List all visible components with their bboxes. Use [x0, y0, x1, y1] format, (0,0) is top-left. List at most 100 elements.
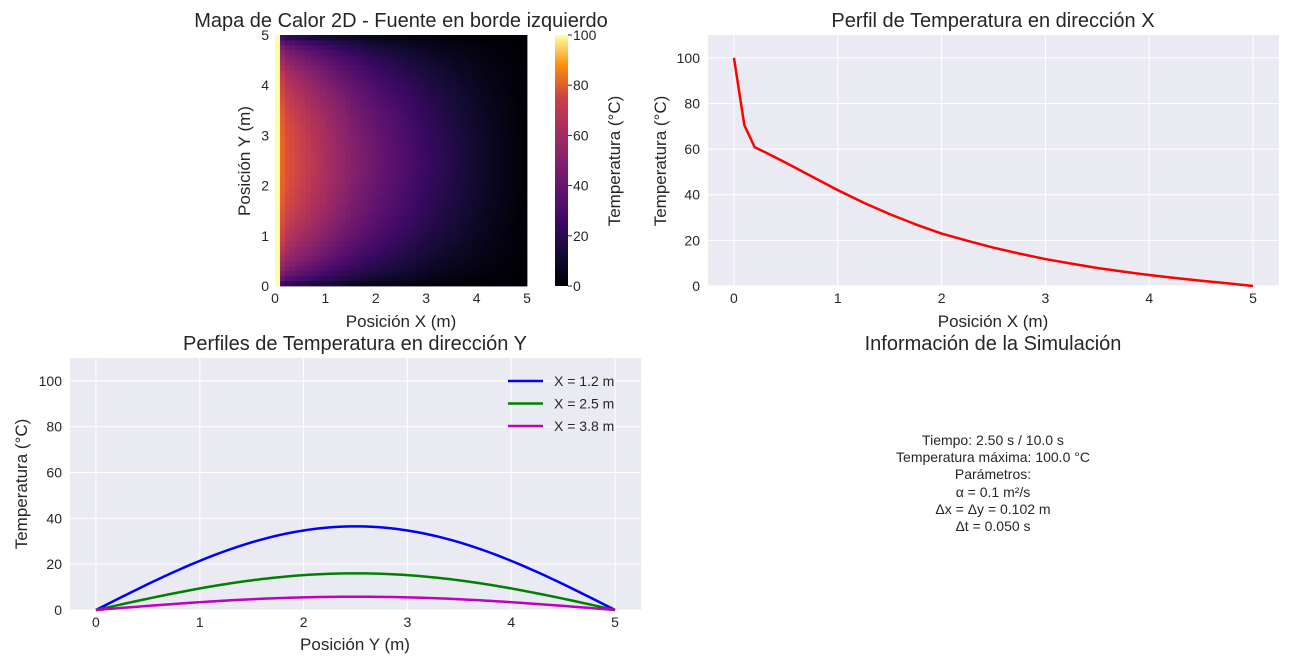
heatmap-cell	[275, 235, 281, 242]
heatmap-cell	[521, 55, 528, 61]
heatmap-cell	[501, 60, 508, 66]
heatmap-cell	[305, 145, 311, 151]
heatmap-cell	[501, 220, 508, 227]
heatmap-cell	[285, 185, 291, 192]
heatmap-cell	[411, 80, 417, 86]
heatmap-cell	[506, 65, 513, 71]
heatmap-cell	[345, 130, 351, 136]
heatmap-cell	[350, 80, 357, 86]
heatmap-cell	[375, 255, 382, 262]
heatmap-cell	[345, 110, 351, 116]
heatmap-cell	[481, 110, 488, 116]
heatmap-cell	[330, 205, 336, 212]
heatmap-cell	[280, 220, 286, 227]
heatmap-cell	[305, 270, 311, 277]
heatmap-cell	[496, 160, 503, 166]
heatmap-cell	[320, 170, 326, 176]
heatmap-cell	[401, 235, 407, 242]
heatmap-cell	[476, 275, 483, 282]
heatmap-cell	[275, 260, 281, 267]
heatmap-cell	[390, 140, 397, 146]
heatmap-cell	[461, 190, 467, 197]
heatmap-cell	[486, 95, 493, 101]
heatmap-cell	[375, 190, 382, 197]
heatmap-cell	[411, 170, 417, 176]
heatmap-cell	[305, 275, 311, 282]
heatmap-cell	[441, 215, 447, 222]
heatmap-cell	[491, 255, 498, 262]
heatmap-cell	[406, 195, 412, 202]
heatmap-cell	[355, 255, 362, 262]
heatmap-cell	[345, 255, 351, 262]
heatmap-cell	[335, 175, 341, 181]
heatmap-cell	[380, 175, 387, 181]
heatmap-cell	[481, 100, 488, 106]
heatmap-cell	[401, 275, 407, 282]
heatmap-cell	[456, 135, 462, 141]
heatmap-cell	[491, 155, 498, 161]
colorbar-label: Temperatura (°C)	[605, 96, 624, 227]
heatmap-cell	[491, 120, 498, 126]
heatmap-cell	[481, 200, 488, 207]
heatmap-cell	[280, 160, 286, 166]
heatmap-cell	[300, 55, 306, 61]
heatmap-cell	[355, 40, 362, 46]
heatmap-cell	[285, 270, 291, 277]
heatmap-cell	[506, 110, 513, 116]
heatmap-cell	[390, 70, 397, 76]
heatmap-cell	[355, 225, 362, 232]
heatmap-cell	[380, 115, 387, 121]
heatmap-cell	[335, 55, 341, 61]
heatmap-cell	[390, 215, 397, 222]
heatmap-cell	[496, 200, 503, 207]
heatmap-cell	[411, 265, 417, 272]
heatmap-cell	[300, 270, 306, 277]
heatmap-cell	[521, 220, 528, 227]
heatmap-cell	[441, 280, 447, 287]
heatmap-cell	[340, 200, 346, 207]
x-profile-x-label: Posición X (m)	[938, 312, 1049, 331]
heatmap-cell	[416, 210, 422, 217]
heatmap-cell	[496, 225, 503, 232]
heatmap-cell	[330, 40, 336, 46]
heatmap-cell	[340, 45, 346, 51]
heatmap-cell	[421, 155, 427, 161]
heatmap-cell	[476, 40, 483, 46]
heatmap-cell	[280, 265, 286, 272]
heatmap-cell	[385, 70, 392, 76]
heatmap-cell	[451, 240, 457, 247]
heatmap-cell	[406, 115, 412, 121]
heatmap-cell	[285, 90, 291, 96]
heatmap-cell	[355, 110, 362, 116]
heatmap-cell	[506, 150, 513, 156]
heatmap-cell	[305, 90, 311, 96]
heatmap-cell	[315, 175, 321, 181]
heatmap-cell	[315, 170, 321, 176]
heatmap-cell	[315, 60, 321, 66]
heatmap-cell	[295, 210, 301, 217]
heatmap-cell	[411, 200, 417, 207]
heatmap-cell	[426, 125, 432, 131]
heatmap-cell	[411, 70, 417, 76]
heatmap-cell	[476, 205, 483, 212]
heatmap-cell	[491, 200, 498, 207]
heatmap-cell	[370, 60, 377, 66]
heatmap-cell	[476, 215, 483, 222]
heatmap-cell	[476, 255, 483, 262]
heatmap-cell	[501, 150, 508, 156]
x-profile-plot-area	[708, 35, 1279, 286]
heatmap-cell	[345, 80, 351, 86]
heatmap-cell	[471, 190, 477, 197]
heatmap-cell	[496, 115, 503, 121]
heatmap-cell	[365, 90, 372, 96]
heatmap-cell	[380, 50, 387, 56]
heatmap-cell	[416, 195, 422, 202]
heatmap-cell	[335, 165, 341, 171]
heatmap-cell	[511, 95, 518, 101]
heatmap-cell	[501, 230, 508, 237]
heatmap-cell	[300, 130, 306, 136]
heatmap-cell	[431, 45, 437, 51]
heatmap-cell	[370, 180, 377, 186]
heatmap-cell	[466, 50, 472, 56]
heatmap-cell	[431, 100, 437, 106]
